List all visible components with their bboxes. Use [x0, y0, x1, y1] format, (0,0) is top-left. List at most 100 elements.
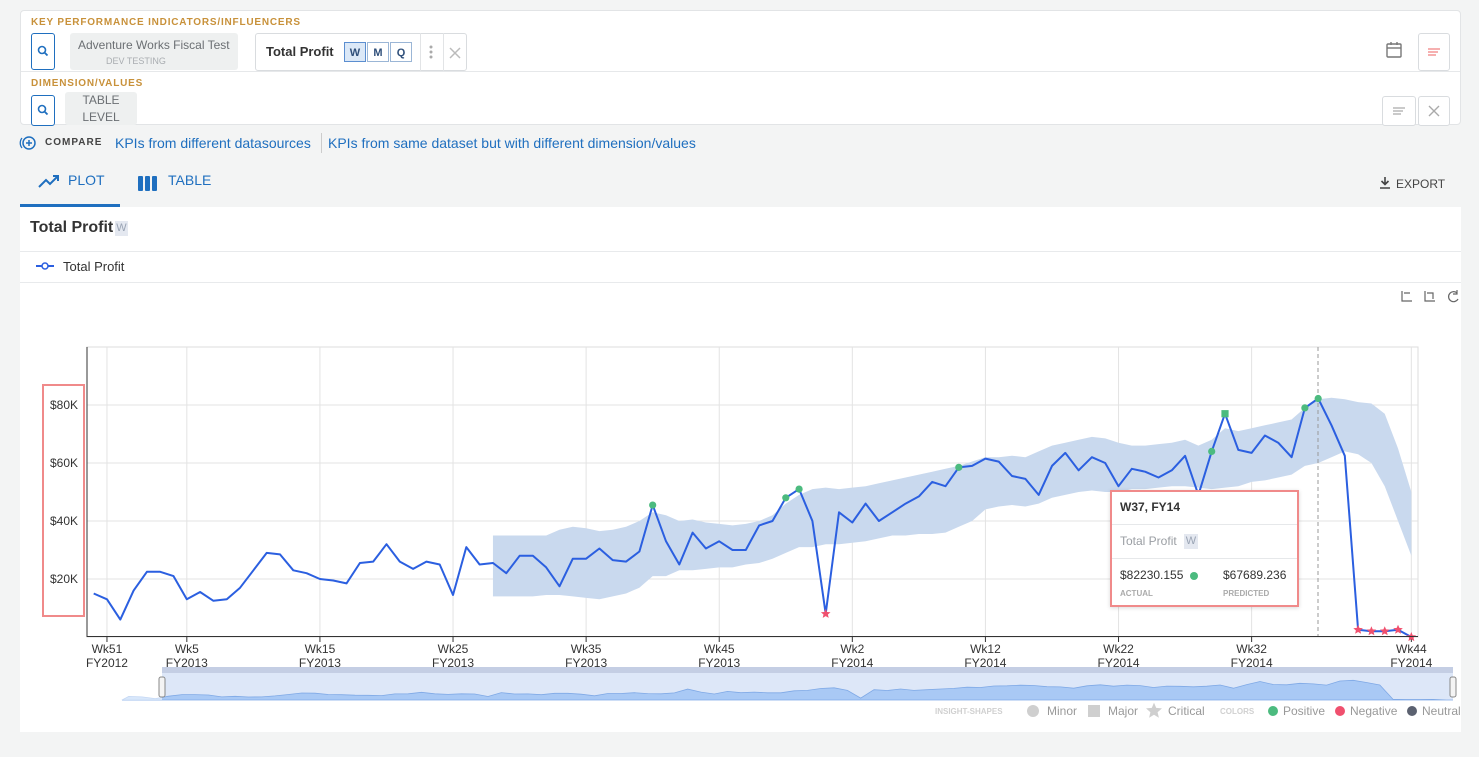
- frequency-badge: W: [115, 221, 128, 236]
- legend-label: Major: [1108, 704, 1138, 718]
- reset-icon[interactable]: [1448, 290, 1459, 303]
- prediction-band: [492, 397, 1412, 600]
- predicted-caption: PREDICTED: [1223, 589, 1270, 598]
- x-tick-line: Wk44: [1396, 642, 1427, 656]
- datasource-chip[interactable]: Adventure Works Fiscal Test DEV TESTING: [70, 33, 238, 70]
- more-icon[interactable]: [426, 43, 436, 63]
- marker: [1314, 394, 1322, 403]
- predicted-value: $67689.236: [1223, 568, 1287, 582]
- x-tick-line: FY2013: [565, 656, 607, 670]
- x-tick-line: FY2013: [698, 656, 740, 670]
- tab-plot[interactable]: PLOT: [68, 172, 105, 188]
- tab-table[interactable]: TABLE: [168, 172, 212, 188]
- tab-indicator: [20, 204, 120, 207]
- dimension-text: LEVEL: [82, 110, 120, 124]
- x-tick-line: Wk22: [1103, 642, 1134, 656]
- close-button[interactable]: [1418, 96, 1450, 126]
- section-label: DIMENSION/VALUES: [31, 78, 144, 89]
- search-button[interactable]: [31, 33, 55, 70]
- data-line: [93, 397, 1412, 638]
- freq-button[interactable]: M: [367, 42, 389, 62]
- x-tick-label: Wk22 FY2014: [1098, 642, 1140, 670]
- marker: [1393, 624, 1403, 634]
- actual-value: $82230.155: [1120, 568, 1184, 582]
- legend-marker: [41, 262, 49, 270]
- divider: [20, 282, 1461, 283]
- legend-label: Positive: [1283, 704, 1325, 718]
- search-button[interactable]: [31, 95, 55, 126]
- marker: [1379, 626, 1390, 636]
- compare-link[interactable]: KPIs from different datasources: [115, 135, 311, 151]
- legend-label: Neutral: [1422, 704, 1461, 718]
- legend-label[interactable]: Total Profit: [63, 259, 125, 274]
- legend-swatch: [1268, 706, 1278, 716]
- freq-button[interactable]: Q: [390, 42, 412, 62]
- x-tick-line: Wk35: [571, 642, 602, 656]
- compare-link[interactable]: KPIs from same dataset but with differen…: [328, 135, 696, 151]
- calendar-icon[interactable]: [1385, 41, 1403, 59]
- zoom-icon[interactable]: [1401, 291, 1412, 302]
- marker: [1366, 626, 1377, 636]
- compare-icon[interactable]: [19, 134, 39, 152]
- x-tick-line: Wk2: [840, 642, 864, 656]
- dimension-text: TABLE: [82, 93, 120, 107]
- legend-title: INSIGHT-SHAPES: [935, 707, 1003, 716]
- x-tick-line: FY2014: [964, 656, 1006, 670]
- zoom-back-icon[interactable]: [1424, 291, 1435, 302]
- y-tick-label: $80K: [50, 398, 78, 412]
- x-tick-line: Wk32: [1236, 642, 1267, 656]
- x-tick-line: Wk25: [438, 642, 469, 656]
- x-tick-label: Wk51 FY2012: [86, 642, 128, 670]
- x-tick-line: Wk51: [92, 642, 123, 656]
- highlight-box: [42, 384, 85, 617]
- frequency-badge: W: [1184, 534, 1198, 549]
- status-dot: [1190, 572, 1198, 580]
- x-tick-line: Wk15: [305, 642, 336, 656]
- marker: [1088, 705, 1100, 717]
- tooltip-kpi: Total Profit: [1120, 534, 1177, 548]
- marker: [1301, 404, 1309, 412]
- x-tick-line: FY2014: [831, 656, 873, 670]
- marker: [649, 501, 657, 509]
- download-icon: [1380, 177, 1390, 189]
- y-tick-label: $20K: [50, 572, 78, 586]
- x-tick-line: FY2014: [1390, 656, 1432, 670]
- x-tick-line: FY2014: [1231, 656, 1273, 670]
- navigator-bar: [162, 667, 1453, 673]
- legend-label: Minor: [1047, 704, 1077, 718]
- clear-button[interactable]: [1418, 33, 1450, 71]
- actual-caption: ACTUAL: [1120, 589, 1153, 598]
- freq-button[interactable]: W: [344, 42, 366, 62]
- x-tick-line: FY2013: [166, 656, 208, 670]
- marker: [1027, 705, 1039, 717]
- dimension-chip[interactable]: TABLE LEVEL: [65, 92, 137, 125]
- navigator-area: [121, 679, 1453, 701]
- x-tick-label: Wk5 FY2013: [166, 642, 208, 670]
- navigator-handle[interactable]: [158, 676, 166, 698]
- divider: [20, 251, 1461, 252]
- x-tick-line: Wk12: [970, 642, 1001, 656]
- kpi-chip[interactable]: Total Profit W M Q: [255, 33, 467, 71]
- divider: [21, 71, 1460, 72]
- x-tick-label: Wk44 FY2014: [1390, 642, 1432, 670]
- navigator-handle[interactable]: [1449, 676, 1457, 698]
- close-icon[interactable]: [448, 46, 462, 60]
- marker: [782, 494, 790, 502]
- filter-icon: [1393, 107, 1405, 115]
- legend-icon: [36, 262, 54, 270]
- compare-label: COMPARE: [45, 137, 103, 148]
- marker: [1221, 410, 1229, 418]
- divider: [420, 33, 421, 71]
- divider: [1112, 558, 1297, 559]
- tooltip-title: W37, FY14: [1120, 500, 1181, 514]
- export-button[interactable]: EXPORT: [1396, 177, 1446, 191]
- marker: [1208, 447, 1216, 455]
- filter-button[interactable]: [1382, 96, 1416, 126]
- divider: [321, 133, 322, 153]
- kpi-name: Total Profit: [266, 44, 334, 59]
- x-tick-line: FY2013: [432, 656, 474, 670]
- chart-title: Total Profit: [30, 219, 114, 236]
- marker: [955, 463, 963, 471]
